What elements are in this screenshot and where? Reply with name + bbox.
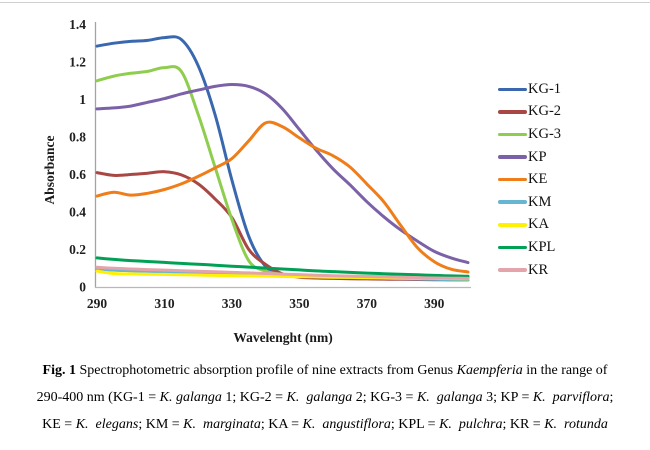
caption-line-3: KE = K. elegans; KM = K. marginata; KA =… — [0, 411, 650, 438]
legend-key-line — [498, 87, 527, 92]
legend-item-KG-3: KG-3 — [498, 123, 561, 146]
legend-key-line — [498, 177, 527, 182]
legend-key-line — [498, 132, 527, 137]
caption-segment: ; KA = — [260, 417, 303, 432]
series-line-KPL — [95, 256, 470, 278]
caption-segment: 290-400 nm (KG-1 = — [36, 390, 160, 405]
x-tick-label: 330 — [222, 296, 243, 311]
legend-label: KM — [528, 193, 552, 210]
legend-key-line — [498, 155, 527, 159]
legend-label: KPL — [528, 238, 556, 255]
caption-segment: K. parviflora — [532, 390, 610, 405]
series-line-KE — [95, 120, 470, 274]
legend-key-line — [498, 245, 527, 250]
legend-label: KR — [528, 261, 549, 278]
caption-segment: KE = — [42, 417, 76, 432]
y-tick-label: 1 — [79, 92, 86, 107]
caption-segment: K. rotunda — [544, 417, 608, 432]
legend-item-KG-1: KG-1 — [498, 78, 561, 101]
x-tick-label: 310 — [154, 296, 175, 311]
legend-item-KA: KA — [498, 214, 561, 237]
caption-segment: K. galanga — [286, 390, 353, 405]
y-tick-label: 0 — [79, 280, 86, 295]
legend: KG-1 KG-2 KG-3 KP KE KM KA KPL KR — [498, 78, 561, 281]
legend-item-KPL: KPL — [498, 236, 561, 259]
caption-segment: K. pulchra — [439, 417, 503, 432]
legend-key-line — [498, 268, 527, 272]
caption-line-1: Fig. 1 Spectrophotometric absorption pro… — [0, 357, 650, 384]
y-tick-label: 0.6 — [69, 167, 86, 182]
legend-item-KP: KP — [498, 146, 561, 169]
caption-segment: ; — [609, 390, 614, 405]
legend-key-line — [498, 110, 527, 114]
y-tick-label: 0.8 — [69, 130, 86, 145]
caption-segment: K. elegans — [75, 417, 139, 432]
y-tick-label: 0.2 — [69, 242, 86, 257]
legend-label: KE — [528, 171, 548, 188]
caption-segment: in the range of — [522, 363, 608, 378]
caption-segment: 2; KG-3 = — [352, 390, 417, 405]
caption-segment: K. angustiflora — [302, 417, 391, 432]
legend-label: KG-3 — [528, 125, 562, 142]
caption-segment: ; KM = — [138, 417, 184, 432]
caption-segment: ; KPL = — [390, 417, 440, 432]
legend-label: KG-2 — [528, 103, 562, 120]
legend-label: KP — [528, 148, 547, 165]
caption-segment: ; KR = — [502, 417, 545, 432]
caption-segment: 1; KG-2 = — [221, 390, 287, 405]
legend-item-KG-2: KG-2 — [498, 101, 561, 124]
y-tick-label: 1.2 — [69, 55, 86, 70]
legend-key-line — [498, 200, 527, 205]
legend-item-KR: KR — [498, 259, 561, 282]
x-tick-label: 290 — [87, 296, 108, 311]
caption-line-2: 290-400 nm (KG-1 = K. galanga 1; KG-2 = … — [0, 384, 650, 411]
caption-segment: K. marginata — [183, 417, 261, 432]
legend-key-line — [498, 223, 527, 227]
caption-segment: Kaempferia — [456, 363, 523, 378]
x-axis-title: Wavelenght (nm) — [233, 330, 333, 345]
x-tick-label: 350 — [289, 296, 310, 311]
figure-caption: Fig. 1 Spectrophotometric absorption pro… — [0, 357, 650, 438]
y-tick-label: 1.4 — [69, 17, 86, 32]
top-border-line — [0, 2, 650, 3]
y-tick-label: 0.4 — [69, 205, 86, 220]
caption-segment: Spectrophotometric absorption profile of… — [79, 363, 457, 378]
legend-label: KG-1 — [528, 80, 562, 97]
caption-segment: K. galanga — [416, 390, 483, 405]
series-line-KR — [95, 265, 470, 280]
legend-item-KM: KM — [498, 191, 561, 214]
x-tick-label: 370 — [357, 296, 378, 311]
series-line-KG-2 — [95, 170, 470, 282]
caption-segment: K. galanga — [159, 390, 222, 405]
legend-label: KA — [528, 216, 549, 233]
caption-segment: 3; KP = — [482, 390, 533, 405]
y-axis-title: Absorbance — [42, 135, 57, 205]
x-tick-label: 390 — [424, 296, 445, 311]
legend-item-KE: KE — [498, 168, 561, 191]
caption-segment: Fig. 1 — [42, 363, 80, 378]
